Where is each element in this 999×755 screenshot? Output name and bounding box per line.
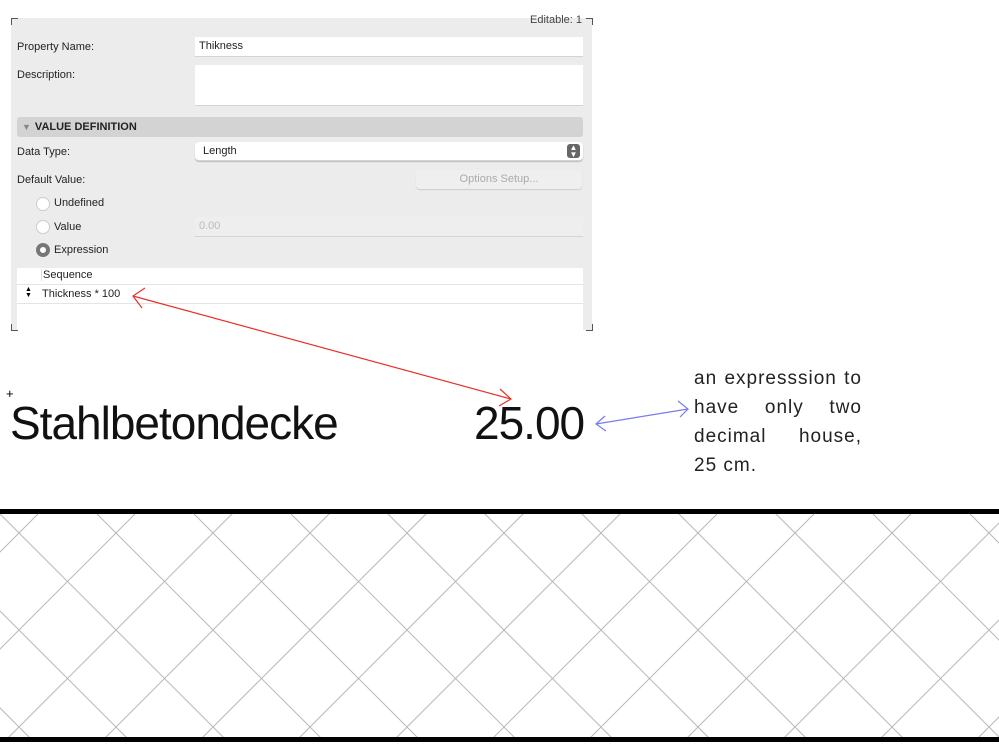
blue-arrow [595, 400, 689, 432]
property-name-label: Property Name: [17, 41, 95, 53]
expression-table: Sequence ▲ ▼ Thickness * 100 [17, 268, 583, 330]
default-value-label: Default Value: [17, 174, 86, 186]
table-row[interactable]: ▲ ▼ Thickness * 100 [17, 285, 583, 304]
radio-expression[interactable] [36, 243, 50, 257]
section-title: VALUE DEFINITION [34, 121, 137, 133]
radio-value-label: Value [54, 221, 82, 233]
radio-undefined-label: Undefined [54, 197, 105, 209]
radio-value[interactable] [36, 220, 50, 234]
expression-cell: Thickness * 100 [42, 288, 121, 300]
data-type-label: Data Type: [17, 146, 70, 158]
options-setup-button[interactable]: Options Setup... [416, 170, 582, 189]
label-value: 25.00 [474, 397, 585, 449]
description-input[interactable] [195, 65, 583, 106]
data-type-select[interactable]: Length ▲ ▼ [195, 142, 583, 161]
radio-undefined[interactable] [36, 197, 50, 211]
slab-top-line [0, 509, 999, 514]
radio-expression-label: Expression [54, 244, 109, 256]
property-name-input[interactable]: Thikness [195, 37, 583, 57]
value-definition-section[interactable]: ▼ VALUE DEFINITION [17, 117, 583, 137]
label-name: Stahlbetondecke [10, 397, 339, 449]
hatched-slab [0, 509, 999, 742]
hatch-pattern [0, 512, 999, 740]
annotation-text: an expresssion to have only two decimal … [694, 368, 862, 476]
editable-label: Editable: 1 [530, 14, 582, 26]
stepper-icon: ▲ ▼ [567, 144, 580, 159]
description-label: Description: [17, 69, 76, 81]
slab-bottom-line [0, 737, 999, 742]
property-dialog: Editable: 1 Property Name: Thikness Desc… [11, 14, 592, 330]
reorder-icon[interactable]: ▲ ▼ [25, 286, 32, 299]
origin-cross-icon: + [6, 386, 14, 401]
triangle-down-icon: ▼ [22, 122, 31, 132]
value-input[interactable]: 0.00 [195, 217, 583, 237]
data-type-value: Length [203, 145, 237, 157]
table-header-sequence: Sequence [41, 269, 93, 281]
